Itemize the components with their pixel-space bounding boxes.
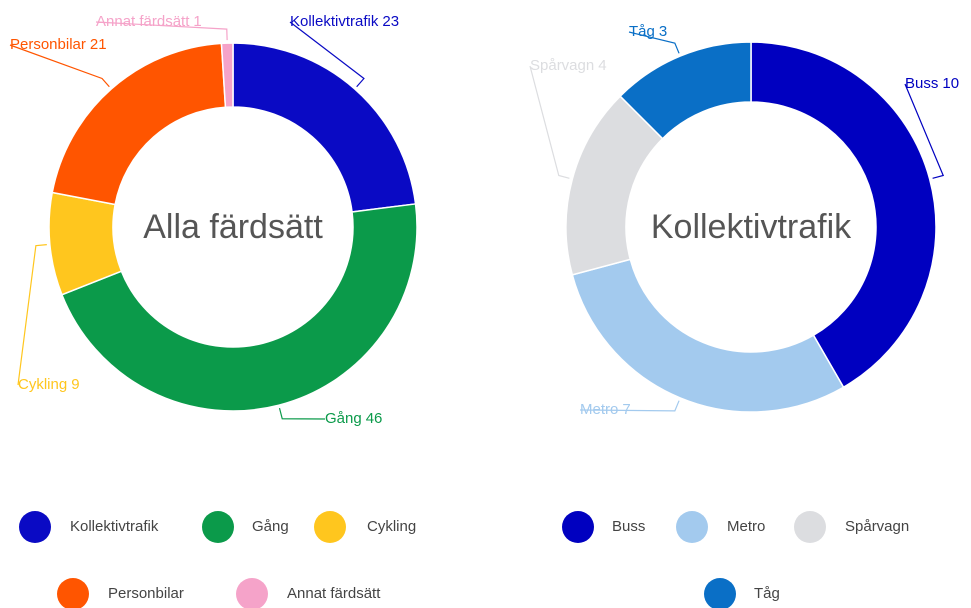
label-value: 7 [622,401,630,418]
label-value: 21 [90,36,107,53]
legend-swatch [202,511,234,543]
label-name: Metro [580,401,618,418]
donut-slice [232,42,417,213]
label-name: Buss [905,75,938,92]
label-name: Gång [325,410,362,427]
legend-swatch [562,511,594,543]
donut-slice [619,41,752,140]
data-label: Gång 46 [325,410,382,427]
legend-swatch [676,511,708,543]
legend-swatch [19,511,51,543]
leader-line [17,244,47,386]
leader-line [9,44,110,88]
leader-line [904,83,945,179]
center-title: Alla färdsätt [143,208,323,246]
donut-slice [750,41,937,389]
legend-label: Spårvagn [845,518,909,535]
legend-swatch [794,511,826,543]
data-label: Metro 7 [580,401,631,418]
leader-line [529,65,570,179]
center-title: Kollektivtrafik [651,208,852,246]
legend-label: Gång [252,518,289,535]
data-label: Annat färdsätt 1 [96,13,202,30]
label-name: Spårvagn [530,57,594,74]
label-name: Kollektivtrafik [290,13,379,30]
donut-slice [51,42,227,206]
label-value: 4 [598,57,606,74]
data-label: Buss 10 [905,75,959,92]
leader-line [95,21,228,41]
donut-slice [60,203,418,412]
label-name: Cykling [18,376,67,393]
legend-swatch [236,578,268,608]
label-value: 3 [659,23,667,40]
legend-label: Buss [612,518,645,535]
data-label: Kollektivtrafik 23 [290,13,399,30]
legend-swatch [704,578,736,608]
leader-line [628,31,680,54]
leader-line [289,21,365,88]
data-label: Tåg 3 [629,23,667,40]
legend-swatch [57,578,89,608]
data-label: Personbilar 21 [10,36,107,53]
data-label: Cykling 9 [18,376,80,393]
label-value: 23 [382,13,399,30]
label-value: 1 [193,13,201,30]
legend-swatch [314,511,346,543]
legend-label: Annat färdsätt [287,585,381,602]
leader-line [579,400,680,412]
legend-label: Kollektivtrafik [70,518,159,535]
label-value: 46 [366,410,383,427]
label-value: 9 [71,376,79,393]
legend-label: Metro [727,518,765,535]
legend-label: Cykling [367,518,416,535]
label-name: Personbilar [10,36,86,53]
label-name: Tåg [629,23,655,40]
legend-label: Personbilar [108,585,184,602]
label-value: 10 [942,75,959,92]
legend-label: Tåg [754,585,780,602]
leader-line [278,407,326,420]
donut-slice [571,258,845,413]
donut-slice [220,42,234,109]
label-name: Annat färdsätt [96,13,190,30]
data-label: Spårvagn 4 [530,57,607,74]
